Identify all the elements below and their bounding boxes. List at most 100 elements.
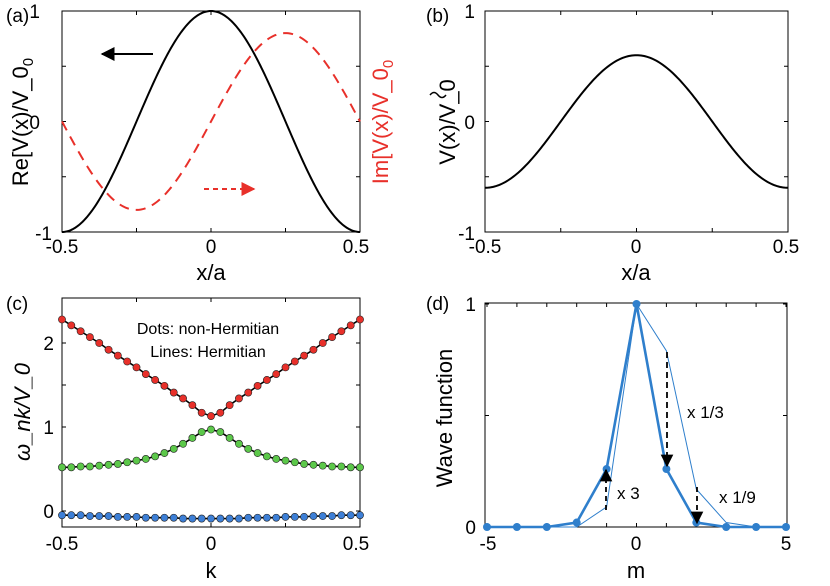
c-dot-band-3 [207,412,215,420]
panel-a: (a) 1 0 -1 -0.5 0 0.5 x/a Re[V(x)/V_00 I… [6,2,397,285]
c-dot-band-1 [346,511,355,520]
d-xtick-mid: 0 [631,534,642,555]
c-dot-band-3 [318,339,327,347]
a-xtick-left: -0.5 [46,237,79,258]
c-dot-band-3 [356,315,364,324]
c-dot-band-3 [290,357,299,366]
c-dot-band-3 [76,327,85,336]
d-dot [632,300,641,308]
c-annotation-dots: Dots: non-Hermitian [137,321,279,338]
panel-c: (c) 2 1 0 -0.5 0 0.5 k ω_nk/V_0 Dots: no… [6,294,369,583]
c-dot-band-2 [225,434,234,442]
d-dot [662,465,671,474]
c-dot-band-1 [272,513,281,522]
a-xtick-right: 0.5 [343,237,369,258]
c-dot-band-2 [253,449,262,457]
c-dot-band-1 [132,512,141,521]
c-dot-band-3 [337,327,346,336]
c-dot-band-3 [244,388,253,397]
c-dot-band-2 [123,458,132,467]
c-dot-band-1 [86,512,94,520]
c-dot-band-1 [337,511,346,520]
c-dot-band-3 [169,388,178,397]
c-dot-band-3 [197,408,206,417]
c-dot-band-1 [151,513,160,522]
c-dot-band-3 [346,321,355,330]
c-dot-band-2 [76,462,85,471]
d-dot [483,523,491,531]
c-dot-band-3 [309,345,318,354]
c-ylabel: ω_nk/V_0 [10,362,35,461]
c-ytick-1: 1 [43,418,54,439]
c-dot-band-2 [58,463,66,472]
d-annotation-three: x 3 [617,484,640,503]
c-dot-band-3 [58,315,66,324]
c-dot-band-3 [235,394,243,403]
c-dot-band-3 [225,401,234,410]
a-ytick-bot: -1 [35,224,52,245]
c-dot-band-2 [300,460,309,468]
c-xtick-left: -0.5 [46,534,79,555]
c-dot-band-3 [179,394,187,403]
c-annotation-lines: Lines: Hermitian [150,344,266,361]
c-dot-band-1 [67,511,76,520]
panel-c-label: (c) [6,294,28,315]
b-series [484,54,789,189]
c-dot-band-3 [67,321,76,330]
panel-b: (b) 1 0 -1 -0.5 0 0.5 x/a V(x)/V_0 [426,2,799,285]
d-ylabel: Wave function [432,349,457,488]
c-dot-band-3 [188,401,197,410]
c-dot-band-1 [290,512,299,521]
c-dot-band-2 [290,458,299,467]
c-dot-band-2 [86,462,94,471]
c-dot-band-2 [67,463,76,472]
c-dot-band-3 [151,376,160,384]
c-dot-band-3 [272,370,281,378]
c-dot-band-2 [235,439,243,448]
c-xtick-right: 0.5 [343,534,369,555]
b-ytick-mid: 0 [464,113,475,134]
c-dot-band-2 [318,461,327,470]
a-ytick-top: 1 [29,2,40,23]
a-ylabel-left: Re[V(x)/V_00 [8,58,37,186]
b-xtick-left: -0.5 [469,237,502,258]
c-dot-band-2 [113,460,122,468]
c-dot-band-2 [337,462,346,471]
c-dot-band-1 [328,512,336,520]
c-dot-band-2 [309,460,318,469]
d-xtick-right: 5 [781,534,792,555]
b-ylabel-tilde-icon [429,91,447,99]
c-dot-band-2 [151,452,160,461]
b-ytick-bot: -1 [458,224,475,245]
panel-b-axes [484,10,789,233]
c-dot-band-2 [356,463,364,472]
a-xlabel: x/a [196,260,226,285]
c-dot-band-3 [86,333,94,342]
c-dot-band-2 [328,462,336,471]
c-dot-band-1 [113,512,122,521]
c-xlabel: k [206,558,218,583]
d-dot [692,518,701,527]
a-ytick-mid: 0 [29,113,40,134]
c-dot-band-1 [76,511,85,520]
panel-d-label: (d) [426,294,449,315]
b-ytick-top: 1 [464,2,475,23]
c-dot-band-2 [281,456,290,465]
c-dot-band-2 [179,439,187,448]
d-dot [722,523,731,531]
a-series-real [61,9,361,233]
c-dot-band-1 [160,513,169,522]
d-dot [752,523,761,531]
c-dot-band-1 [300,512,309,521]
c-dot-band-1 [281,512,290,521]
c-dot-band-1 [262,513,271,522]
c-dot-band-3 [300,351,309,360]
d-xlabel: m [627,558,645,583]
c-dot-band-1 [104,512,113,520]
c-dot-band-3 [104,345,113,354]
panel-d: (d) 1 0 -5 0 5 m Wave function x 1/3 x 1… [426,294,791,583]
c-dot-band-1 [58,511,66,520]
c-dot-band-2 [141,455,150,463]
c-dot-band-3 [160,381,169,390]
